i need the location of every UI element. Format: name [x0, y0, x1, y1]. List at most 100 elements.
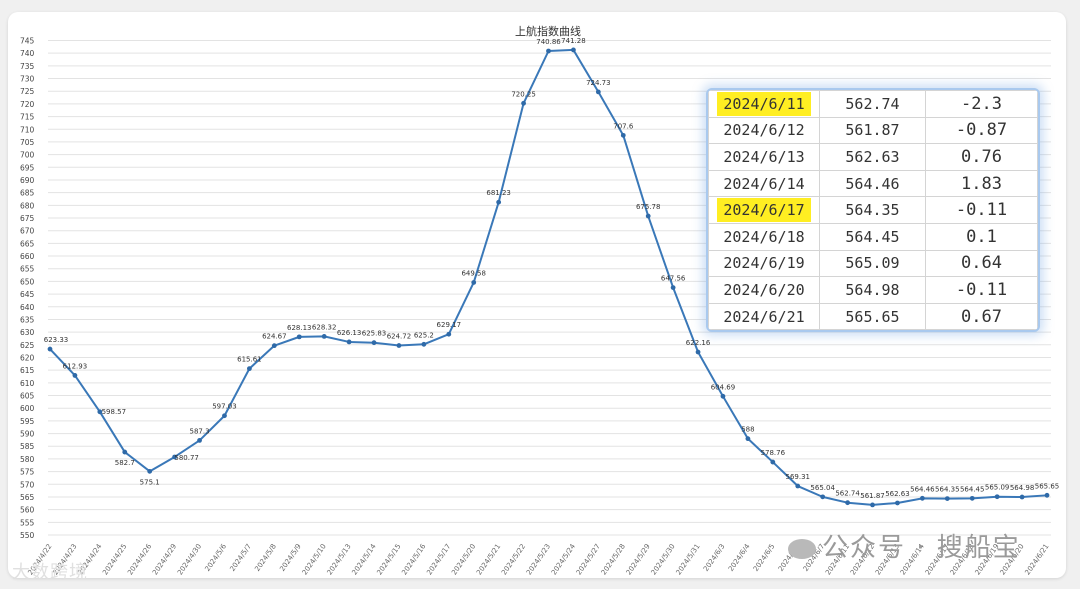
data-label: 740.86 — [536, 38, 561, 46]
data-label: 582.7 — [115, 459, 135, 467]
x-tick-label: 2024/4/26 — [126, 542, 153, 576]
data-label: 624.72 — [387, 333, 412, 341]
data-point — [496, 199, 502, 205]
y-tick-label: 700 — [20, 151, 35, 160]
data-point — [97, 409, 103, 415]
table-date-cell: 2024/6/20 — [708, 276, 820, 304]
data-label: 564.46 — [910, 485, 935, 493]
watermark-right: 公众号 · 搜船宝 — [788, 527, 1021, 564]
wechat-icon — [788, 538, 816, 559]
table-change: 0.64 — [925, 249, 1038, 278]
table-date: 2024/6/13 — [723, 147, 805, 166]
data-point — [994, 494, 1000, 500]
y-tick-label: 605 — [20, 392, 35, 401]
data-point — [147, 468, 153, 474]
table-date-cell: 2024/6/19 — [708, 249, 820, 278]
y-tick-label: 665 — [20, 239, 35, 248]
x-tick-label: 2024/5/29 — [625, 543, 652, 577]
data-label: 587.3 — [190, 427, 210, 435]
y-tick-label: 575 — [20, 468, 35, 477]
data-label: 628.32 — [312, 323, 337, 331]
x-tick-label: 2024/6/4 — [727, 542, 752, 573]
table-date-cell: 2024/6/13 — [708, 143, 820, 171]
data-label: 707.6 — [613, 122, 634, 130]
y-tick-label: 740 — [20, 49, 35, 58]
table-change: 0.67 — [925, 302, 1038, 331]
data-label: 562.63 — [885, 490, 910, 498]
x-tick-label: 2024/5/27 — [575, 543, 602, 577]
table-change: -0.11 — [925, 276, 1038, 304]
y-tick-label: 655 — [20, 265, 35, 274]
y-tick-label: 550 — [20, 531, 35, 540]
x-tick-label: 2024/4/30 — [176, 543, 203, 577]
data-point — [571, 47, 576, 53]
data-label: 622.16 — [686, 339, 711, 347]
table-value: 564.98 — [819, 276, 926, 304]
table-date: 2024/6/18 — [723, 227, 805, 246]
x-tick-label: 2024/5/14 — [351, 542, 378, 576]
data-label: 561.87 — [860, 492, 885, 500]
y-tick-label: 620 — [20, 353, 35, 362]
x-tick-label: 2024/4/29 — [151, 543, 178, 577]
y-tick-label: 670 — [20, 227, 35, 236]
x-tick-label: 2024/6/5 — [752, 543, 777, 573]
data-label: 615.61 — [237, 356, 262, 364]
y-tick-label: 725 — [20, 87, 35, 96]
table-row: 2024/6/20 564.98 -0.11 — [708, 276, 1038, 304]
y-tick-label: 635 — [20, 315, 35, 324]
x-tick-label: 2024/5/8 — [253, 543, 278, 573]
y-tick-label: 645 — [20, 290, 35, 299]
data-point — [745, 436, 751, 442]
data-point — [670, 285, 676, 290]
data-point — [770, 459, 776, 465]
data-point — [247, 366, 252, 372]
data-label: 575.1 — [140, 478, 160, 486]
x-tick-label: 2024/6/3 — [702, 543, 727, 573]
table-value: 564.35 — [819, 196, 926, 224]
y-tick-label: 680 — [20, 201, 35, 210]
y-tick-label: 720 — [20, 100, 35, 109]
data-label: 624.67 — [262, 333, 287, 341]
data-point — [546, 48, 551, 54]
data-point — [72, 373, 78, 378]
data-label: 629.17 — [437, 321, 462, 329]
y-tick-label: 590 — [20, 430, 35, 439]
y-tick-label: 595 — [20, 417, 35, 426]
data-label: 569.31 — [786, 473, 811, 481]
data-label: 565.09 — [985, 484, 1010, 492]
y-tick-label: 565 — [20, 493, 35, 502]
y-tick-label: 715 — [20, 113, 35, 122]
data-label: 675.78 — [636, 203, 661, 211]
data-point — [421, 341, 427, 347]
x-tick-label: 2024/5/15 — [375, 543, 402, 577]
table-row: 2024/6/18 564.45 0.1 — [708, 222, 1038, 251]
data-label: 565.04 — [810, 484, 835, 492]
data-point — [944, 496, 950, 502]
data-point — [197, 438, 202, 443]
data-points — [47, 47, 1050, 508]
table-date: 2024/6/19 — [723, 254, 805, 273]
data-point — [371, 340, 377, 346]
y-tick-label: 630 — [20, 328, 35, 337]
data-point — [845, 500, 850, 506]
table-value: 562.74 — [819, 90, 926, 118]
data-point — [695, 349, 701, 355]
table-value: 562.63 — [819, 143, 926, 171]
data-label: 720.25 — [511, 90, 536, 98]
y-tick-label: 625 — [20, 341, 35, 350]
y-tick-label: 570 — [20, 480, 35, 489]
data-point — [620, 132, 626, 138]
data-label: 564.45 — [960, 485, 985, 493]
table-date-cell: 2024/6/11 — [708, 90, 820, 118]
table-row: 2024/6/11 562.74 -2.3 — [708, 90, 1038, 118]
data-point — [471, 280, 477, 285]
table-value: 565.09 — [819, 249, 926, 278]
data-label: 724.73 — [586, 79, 611, 87]
data-point — [122, 449, 128, 455]
y-tick-label: 705 — [20, 138, 35, 147]
y-tick-label: 615 — [20, 366, 35, 375]
x-tick-label: 2024/5/9 — [278, 543, 303, 573]
data-point — [271, 343, 277, 349]
data-point — [820, 494, 826, 500]
data-label: 681.23 — [486, 189, 511, 197]
